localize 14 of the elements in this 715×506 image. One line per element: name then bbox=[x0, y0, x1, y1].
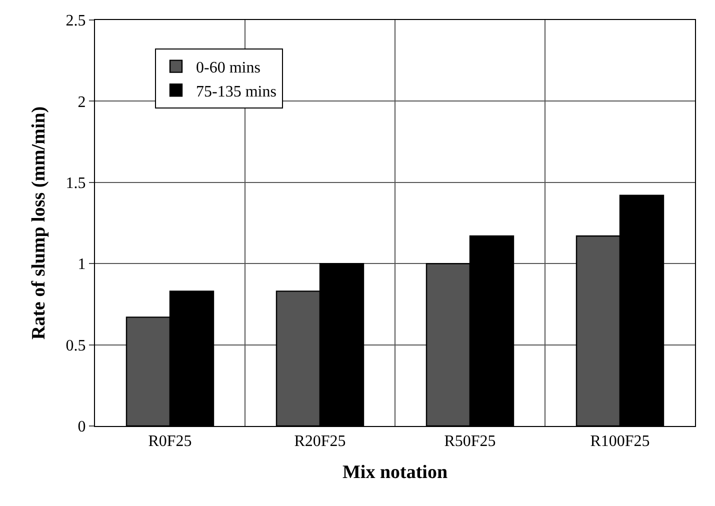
legend-label: 0-60 mins bbox=[196, 60, 260, 77]
y-tick-label: 2 bbox=[78, 94, 86, 111]
y-tick-label: 0 bbox=[78, 418, 86, 436]
y-tick-label: 0.5 bbox=[66, 337, 86, 354]
x-tick-label: R100F25 bbox=[590, 433, 650, 450]
x-axis-title: Mix notation bbox=[342, 462, 448, 483]
x-tick-label: R0F25 bbox=[148, 433, 192, 450]
y-axis-title: Rate of slump loss (mm/min) bbox=[28, 106, 50, 340]
x-tick-label: R50F25 bbox=[444, 433, 496, 450]
x-tick-label: R20F25 bbox=[294, 433, 346, 450]
y-tick-label: 1 bbox=[78, 256, 86, 274]
y-tick-label: 2.5 bbox=[66, 12, 86, 30]
legend-label: 75-135 mins bbox=[196, 83, 276, 100]
y-tick-label: 1.5 bbox=[66, 175, 86, 192]
